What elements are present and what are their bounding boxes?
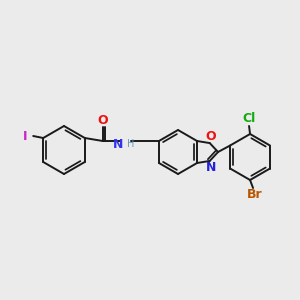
Text: N: N	[206, 161, 216, 174]
Text: N: N	[112, 137, 123, 151]
Text: I: I	[23, 130, 28, 142]
Text: Br: Br	[247, 188, 263, 202]
Text: O: O	[98, 113, 108, 127]
Text: Cl: Cl	[242, 112, 256, 124]
Text: H: H	[127, 139, 134, 149]
Text: O: O	[206, 130, 216, 142]
